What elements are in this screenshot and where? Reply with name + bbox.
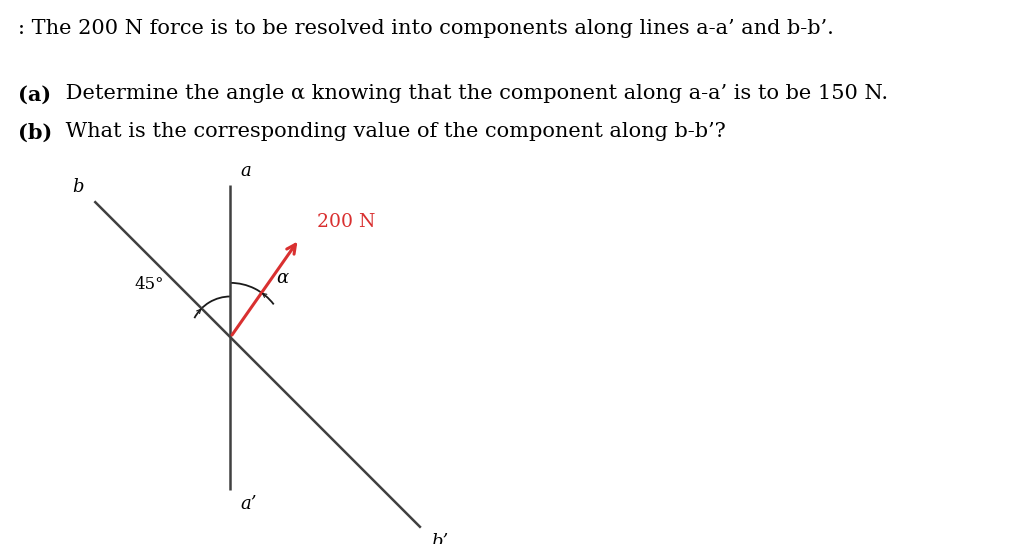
Text: b’: b’ <box>431 533 449 544</box>
Text: 45°: 45° <box>134 276 164 293</box>
Text: α: α <box>276 269 288 287</box>
Text: a’: a’ <box>241 495 257 513</box>
Text: (b): (b) <box>18 122 52 143</box>
Text: (a): (a) <box>18 84 51 104</box>
Text: : The 200 N force is to be resolved into components along lines a-a’ and b-b’.: : The 200 N force is to be resolved into… <box>18 19 835 38</box>
Text: What is the corresponding value of the component along b-b’?: What is the corresponding value of the c… <box>59 122 726 141</box>
Text: b: b <box>73 178 84 196</box>
Text: 200 N: 200 N <box>317 213 376 231</box>
Text: Determine the angle α knowing that the component along a-a’ is to be 150 N.: Determine the angle α knowing that the c… <box>59 84 889 103</box>
Text: a: a <box>241 162 251 180</box>
